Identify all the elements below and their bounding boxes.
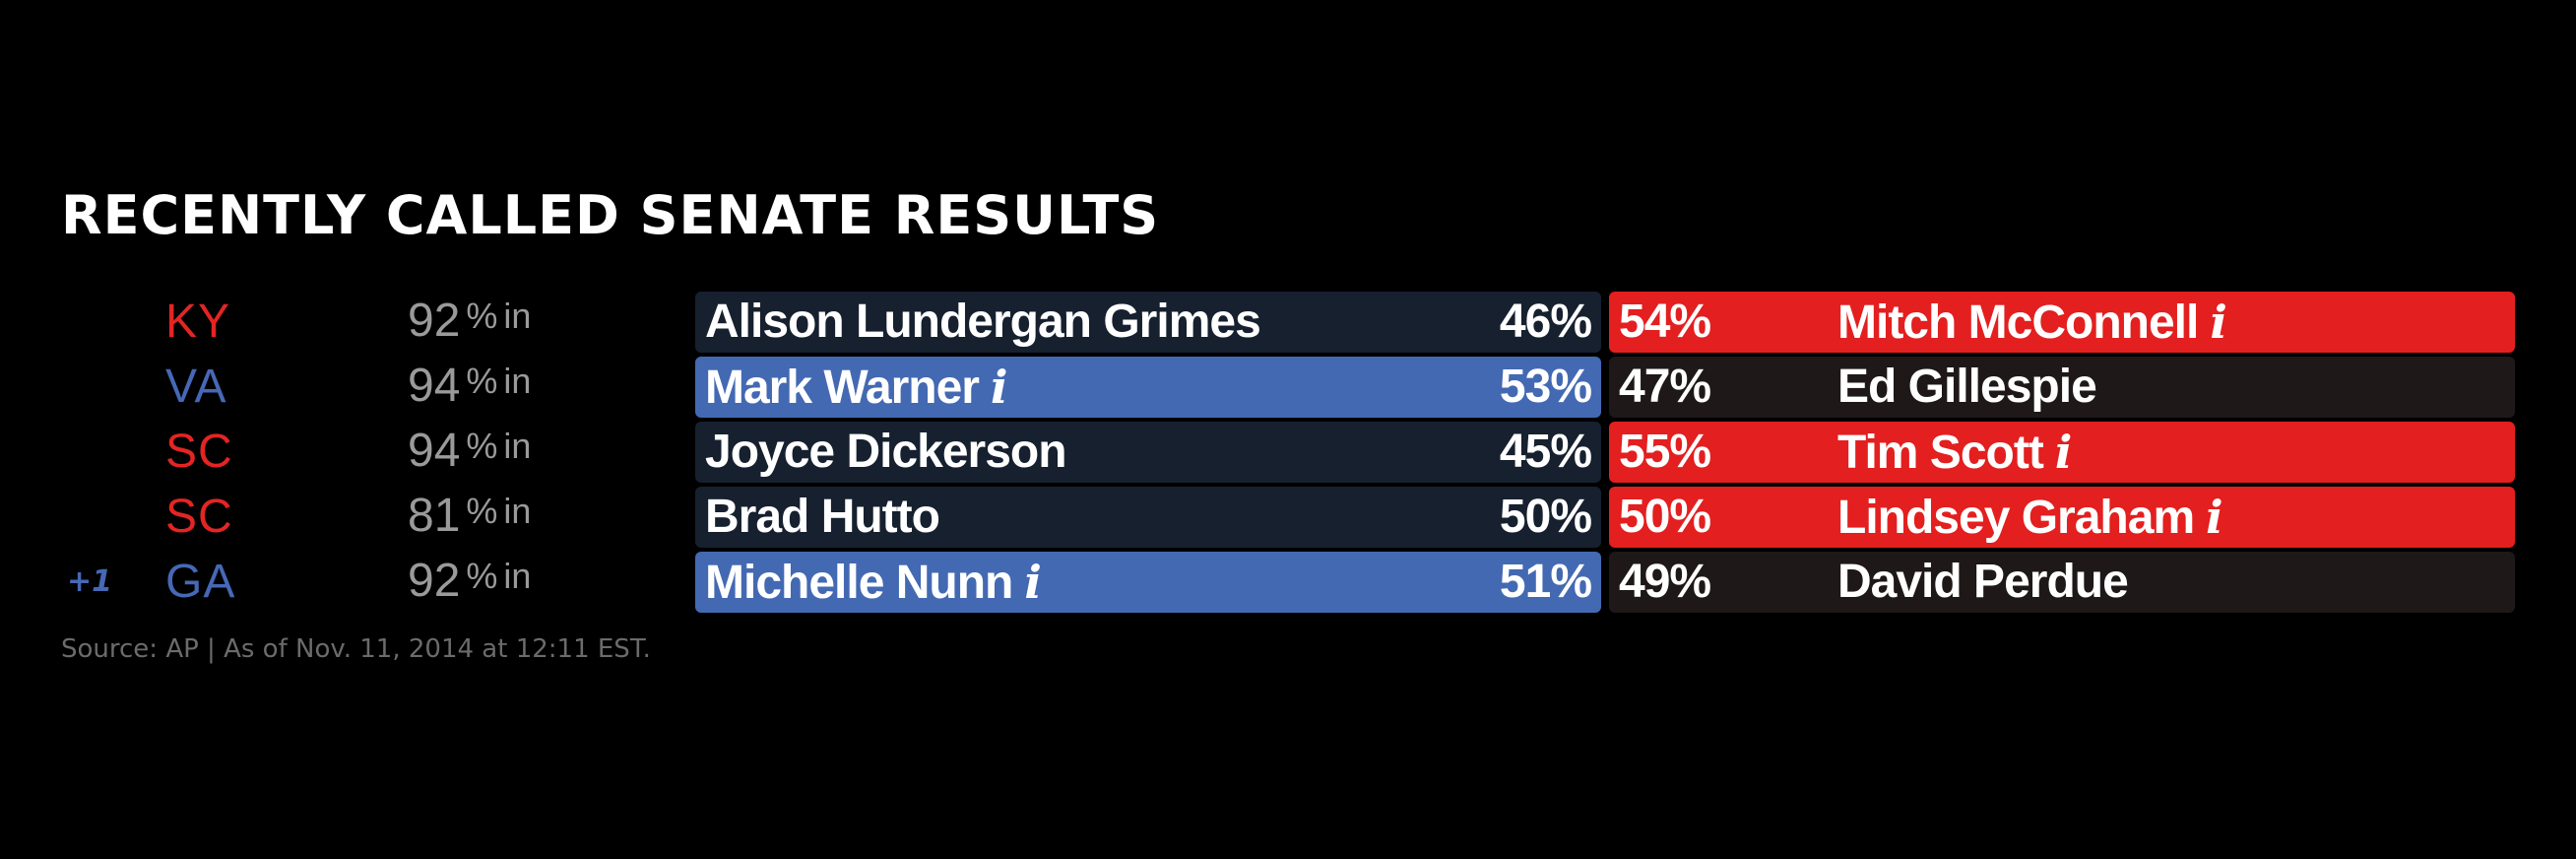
race-row[interactable]: SC 81% in Brad Hutto 50% 50% Lindsey Grah…	[0, 487, 2576, 552]
race-row[interactable]: +1 GA 92% in Michelle Nunn i 51% 49% David…	[0, 552, 2576, 617]
precincts-reporting: 81% in	[408, 487, 531, 548]
reporting-number: 94	[408, 425, 461, 477]
reporting-number: 92	[408, 295, 461, 347]
republican-pct: 55%	[1619, 426, 1711, 478]
democrat-result: Michelle Nunn i 51%	[695, 552, 1601, 613]
republican-result: 55% Tim Scott i	[1609, 422, 2515, 483]
results-table: KY 92% in Alison Lundergan Grimes 46% 54%…	[0, 292, 2576, 617]
state-abbr: KY	[165, 296, 231, 348]
reporting-percent-symbol: %	[466, 361, 498, 401]
democrat-name: Mark Warner	[705, 362, 980, 414]
race-row[interactable]: VA 94% in Mark Warner i 53% 47% Ed Gillesp…	[0, 357, 2576, 422]
source-note: Source: AP | As of Nov. 11, 2014 at 12:1…	[61, 634, 651, 664]
reporting-suffix: in	[503, 296, 532, 336]
democrat-name: Alison Lundergan Grimes	[705, 296, 1261, 348]
republican-name-wrap: Lindsey Graham i	[1837, 487, 2223, 548]
democrat-name: Michelle Nunn	[705, 557, 1013, 609]
democrat-name: Brad Hutto	[705, 491, 940, 543]
republican-name: Tim Scott	[1837, 427, 2044, 479]
republican-pct: 49%	[1619, 556, 1711, 608]
republican-result: 49% David Perdue	[1609, 552, 2515, 613]
republican-pct: 50%	[1619, 491, 1711, 543]
republican-name-wrap: Tim Scott i	[1837, 422, 2073, 483]
democrat-name-wrap: Brad Hutto	[705, 487, 940, 548]
reporting-suffix: in	[503, 361, 532, 401]
race-row[interactable]: SC 94% in Joyce Dickerson 45% 55% Tim Sco…	[0, 422, 2576, 487]
reporting-percent-symbol: %	[466, 556, 498, 596]
republican-name: Lindsey Graham	[1837, 492, 2195, 544]
democrat-result: Alison Lundergan Grimes 46%	[695, 292, 1601, 353]
democrat-name-wrap: Mark Warner i	[705, 357, 1008, 418]
reporting-suffix: in	[503, 426, 532, 466]
republican-result: 50% Lindsey Graham i	[1609, 487, 2515, 548]
democrat-pct: 51%	[1499, 556, 1592, 608]
reporting-number: 81	[408, 490, 461, 542]
reporting-percent-symbol: %	[466, 296, 498, 336]
republican-name-wrap: David Perdue	[1837, 552, 2129, 613]
republican-name: David Perdue	[1837, 556, 2129, 608]
reporting-suffix: in	[503, 491, 532, 531]
republican-name-wrap: Mitch McConnell i	[1837, 292, 2227, 353]
reporting-number: 94	[408, 360, 461, 412]
state-abbr: SC	[165, 491, 233, 543]
democrat-result: Brad Hutto 50%	[695, 487, 1601, 548]
democrat-pct: 45%	[1499, 426, 1592, 478]
republican-pct: 54%	[1619, 296, 1711, 348]
precincts-reporting: 94% in	[408, 357, 531, 418]
reporting-suffix: in	[503, 556, 532, 596]
reporting-percent-symbol: %	[466, 426, 498, 466]
republican-pct: 47%	[1619, 361, 1711, 413]
info-icon[interactable]: i	[2210, 296, 2227, 349]
republican-name-wrap: Ed Gillespie	[1837, 357, 2097, 418]
precincts-reporting: 94% in	[408, 422, 531, 483]
page-title: RECENTLY CALLED SENATE RESULTS	[61, 184, 1160, 246]
republican-name: Mitch McConnell	[1837, 297, 2199, 349]
info-icon[interactable]: i	[2054, 426, 2073, 479]
democrat-name-wrap: Michelle Nunn i	[705, 552, 1042, 613]
state-abbr: GA	[165, 556, 236, 608]
democrat-name-wrap: Joyce Dickerson	[705, 422, 1067, 483]
democrat-result: Joyce Dickerson 45%	[695, 422, 1601, 483]
democrat-pct: 46%	[1499, 296, 1592, 348]
reporting-percent-symbol: %	[466, 491, 498, 531]
democrat-pct: 53%	[1499, 361, 1592, 413]
seat-gain-label: +1	[67, 564, 113, 599]
democrat-name: Joyce Dickerson	[705, 426, 1067, 478]
democrat-name-wrap: Alison Lundergan Grimes	[705, 292, 1261, 353]
info-icon[interactable]: i	[2206, 491, 2223, 544]
info-icon[interactable]: i	[990, 361, 1008, 414]
state-abbr: VA	[165, 361, 227, 413]
democrat-pct: 50%	[1499, 491, 1592, 543]
republican-name: Ed Gillespie	[1837, 361, 2097, 413]
democrat-result: Mark Warner i 53%	[695, 357, 1601, 418]
republican-result: 47% Ed Gillespie	[1609, 357, 2515, 418]
republican-result: 54% Mitch McConnell i	[1609, 292, 2515, 353]
info-icon[interactable]: i	[1024, 556, 1042, 609]
state-abbr: SC	[165, 426, 233, 478]
race-row[interactable]: KY 92% in Alison Lundergan Grimes 46% 54%…	[0, 292, 2576, 357]
precincts-reporting: 92% in	[408, 552, 531, 613]
reporting-number: 92	[408, 555, 461, 607]
precincts-reporting: 92% in	[408, 292, 531, 353]
